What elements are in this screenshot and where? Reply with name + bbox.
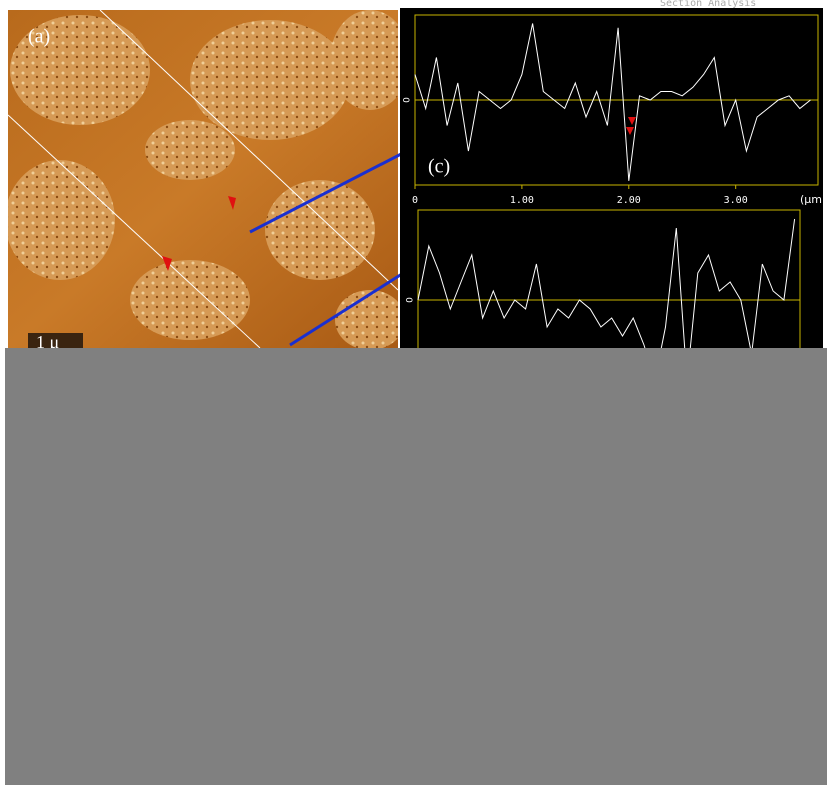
x-tick-label: 3.00: [724, 195, 748, 206]
x-tick-label: 1.00: [510, 195, 534, 206]
y-tick-label: 0: [403, 97, 413, 103]
x-axis-label: (μm): [800, 193, 826, 206]
figure: (a) 1 μ Section Analysis 001.002.003.00(…: [0, 0, 827, 789]
y-tick-label: 0: [406, 297, 416, 303]
x-tick-label: 2.00: [617, 195, 641, 206]
x-tick-label: 0: [412, 195, 418, 206]
panel-label: (a): [28, 26, 50, 48]
header: Section Analysis: [660, 0, 756, 9]
cover: [5, 348, 827, 785]
panel-label: (c): [428, 156, 450, 178]
